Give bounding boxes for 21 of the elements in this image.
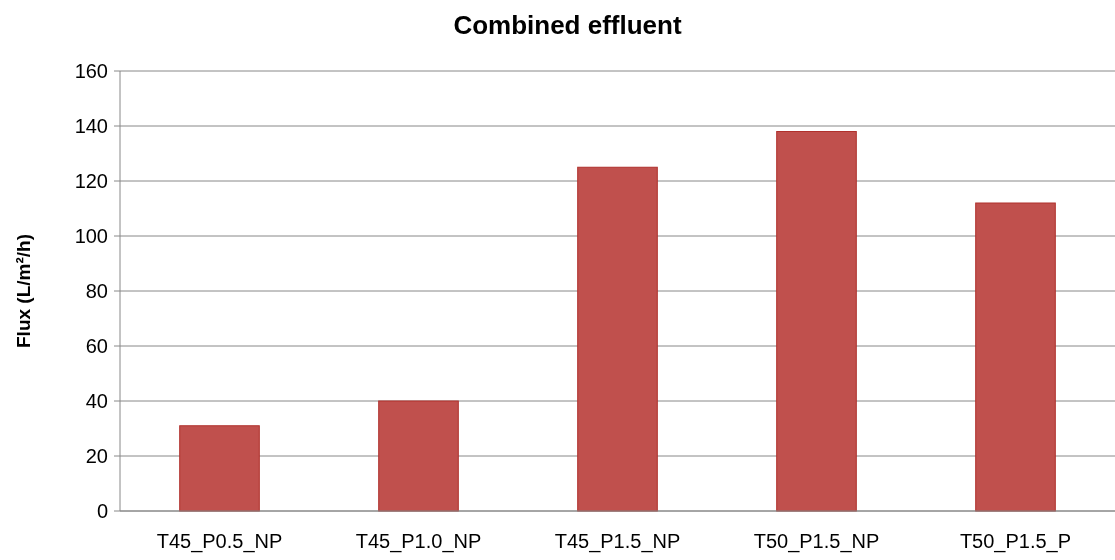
y-tick-label: 0 (96, 500, 108, 522)
y-tick-label: 60 (85, 335, 108, 357)
bar (378, 400, 459, 512)
x-tick-label: T50_P1.5_NP (753, 530, 880, 553)
y-tick-label: 120 (74, 170, 108, 192)
bar (975, 202, 1056, 512)
x-tick-label: T45_P0.5_NP (156, 530, 283, 553)
y-tick-label: 20 (85, 445, 108, 467)
x-tick-label: T45_P1.5_NP (554, 530, 681, 553)
y-tick-label: 80 (85, 280, 108, 302)
bar (776, 131, 857, 512)
x-tick-label: T50_P1.5_P (959, 530, 1072, 553)
y-tick-label: 140 (74, 115, 108, 137)
y-axis-title: Flux (L/m²/h) (13, 234, 34, 348)
bar (179, 425, 260, 512)
y-tick-label: 160 (74, 60, 108, 82)
bar (577, 166, 658, 512)
x-tick-label: T45_P1.0_NP (355, 530, 482, 553)
y-tick-label: 40 (85, 390, 108, 412)
y-tick-label: 100 (74, 225, 108, 247)
chart-title: Combined effluent (453, 10, 682, 40)
